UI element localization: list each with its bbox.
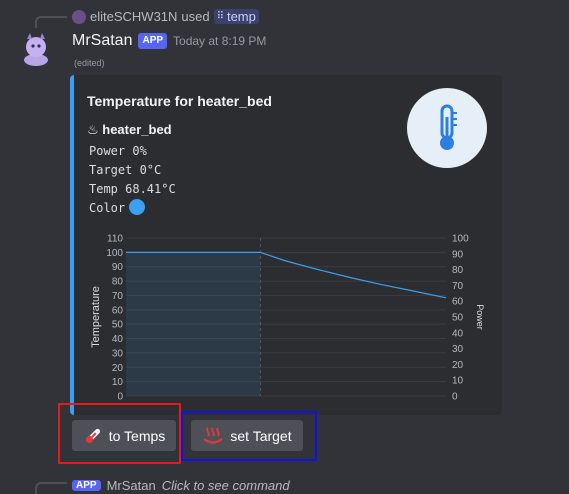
- y-tick-label: 30: [112, 348, 124, 359]
- hot-springs-icon: [203, 426, 224, 444]
- set-target-label: set Target: [230, 427, 292, 444]
- y-tick-label: 10: [112, 377, 124, 388]
- highlight-box-blue: [181, 411, 317, 461]
- author-name[interactable]: MrSatan: [72, 32, 133, 49]
- y-tick-label: 110: [107, 234, 123, 245]
- command-mention[interactable]: ⠿ temp: [213, 9, 259, 24]
- embed-card: Temperature for heater_bed ♨ heater_bed …: [70, 75, 502, 415]
- y2-tick-label: 20: [452, 360, 464, 371]
- y2-tick-label: 60: [452, 297, 464, 308]
- y-tick-label: 50: [112, 320, 124, 331]
- to-temps-button[interactable]: to Temps: [72, 420, 176, 451]
- thermometer-icon: [85, 428, 100, 443]
- embed-thumbnail[interactable]: [407, 88, 487, 168]
- y-tick-label: 20: [112, 363, 124, 374]
- avatar[interactable]: [16, 28, 56, 68]
- color-label: Color: [89, 201, 126, 215]
- temp-line: Temp 68.41°C: [89, 182, 176, 196]
- y-tick-label: 70: [112, 291, 124, 302]
- y-tick-label: 60: [112, 305, 124, 316]
- slash-command-icon: ⠿: [216, 11, 224, 22]
- y-tick-label: 100: [106, 248, 123, 259]
- reply-used-text: used: [181, 9, 210, 24]
- y-tick-label: 40: [112, 334, 124, 345]
- app-badge: APP: [138, 33, 168, 49]
- next-message-preview[interactable]: APP MrSatan Click to see command: [72, 478, 290, 493]
- next-command-hint[interactable]: Click to see command: [161, 478, 290, 493]
- y2-tick-label: 80: [452, 265, 464, 276]
- y2-tick-label: 10: [452, 376, 464, 387]
- y-axis-label: Temperature: [90, 286, 102, 348]
- y2-tick-label: 50: [452, 313, 464, 324]
- y-tick-label: 90: [112, 262, 124, 273]
- message-header: MrSatan APP Today at 8:19 PM: [72, 32, 266, 50]
- timestamp[interactable]: Today at 8:19 PM: [173, 34, 267, 48]
- series-fill: [126, 252, 261, 396]
- color-line: Color: [89, 199, 176, 218]
- reply-context[interactable]: eliteSCHW31N used ⠿ temp: [72, 9, 259, 24]
- next-reply-connector: [35, 482, 67, 494]
- y2-tick-label: 70: [452, 281, 464, 292]
- bot-avatar-icon: [24, 33, 48, 66]
- y-tick-label: 0: [117, 392, 123, 403]
- y2-axis-label: Power: [475, 304, 485, 330]
- embed-title: Temperature for heater_bed: [87, 93, 272, 109]
- highlight-box-red: [58, 403, 181, 464]
- temperature-chart[interactable]: 0 10 20 30 40 50 60 70 80 90 100 110 0 10 20 30 40 50 60 70…: [86, 232, 486, 407]
- edited-label: (edited): [74, 58, 105, 68]
- reply-avatar[interactable]: [72, 9, 86, 24]
- series-line: [260, 251, 447, 299]
- field-name: ♨ heater_bed: [87, 122, 172, 137]
- set-target-button[interactable]: set Target: [191, 420, 303, 451]
- command-name: temp: [226, 9, 256, 24]
- color-swatch: [129, 199, 146, 215]
- reply-connector: [35, 16, 67, 32]
- field-values: Power 0% Target 0°C Temp 68.41°C Color: [89, 142, 176, 218]
- thermometer-icon: [440, 104, 457, 150]
- y2-tick-label: 90: [452, 249, 464, 260]
- power-line: Power 0%: [89, 144, 147, 158]
- y2-tick-label: 40: [452, 328, 464, 339]
- next-app-badge: APP: [72, 480, 101, 491]
- y2-tick-label: 0: [452, 392, 458, 403]
- next-author[interactable]: MrSatan: [106, 478, 156, 493]
- y2-tick-label: 30: [452, 344, 464, 355]
- y2-tick-label: 100: [452, 234, 469, 245]
- y-tick-label: 80: [112, 277, 124, 288]
- to-temps-label: to Temps: [108, 427, 166, 444]
- target-line: Target 0°C: [89, 163, 162, 177]
- reply-username[interactable]: eliteSCHW31N: [90, 9, 178, 24]
